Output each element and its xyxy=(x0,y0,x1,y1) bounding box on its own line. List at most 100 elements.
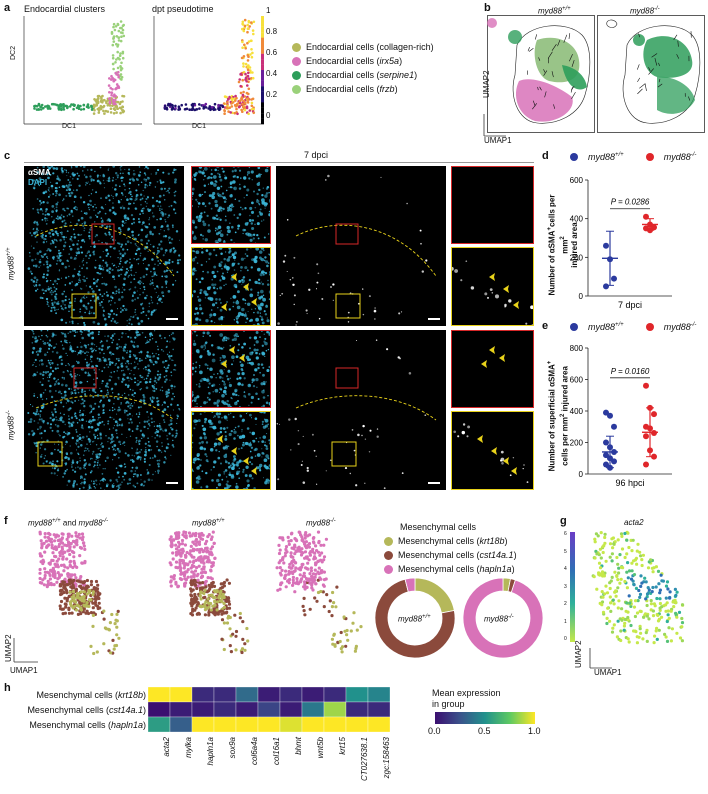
f-point xyxy=(117,636,121,640)
f-point xyxy=(94,579,99,584)
f-point xyxy=(302,571,306,575)
f-point xyxy=(80,532,85,536)
f-umap-combined xyxy=(38,530,121,656)
c-header-rule xyxy=(24,162,534,163)
f-point xyxy=(60,545,64,549)
g-point xyxy=(658,597,662,601)
f-point xyxy=(72,555,76,559)
f-point xyxy=(54,555,58,559)
f-point xyxy=(187,531,192,535)
f-point xyxy=(63,586,67,590)
a-point xyxy=(120,61,123,65)
panel-f-umaps xyxy=(13,530,363,663)
f-point xyxy=(46,579,50,583)
a-point xyxy=(240,96,244,99)
f-point xyxy=(186,568,190,572)
heatmap-cell xyxy=(213,716,237,733)
a-point xyxy=(250,21,253,24)
f-point xyxy=(197,564,201,568)
f-legend-title: Mesenchymal cells xyxy=(400,522,477,532)
f-point xyxy=(322,578,327,582)
f-point xyxy=(197,540,202,544)
f-point xyxy=(70,586,74,590)
f-point xyxy=(174,550,178,555)
g-point xyxy=(675,590,679,594)
f-point xyxy=(291,575,295,579)
f-point xyxy=(298,573,302,577)
c-roi-yellow xyxy=(71,293,97,319)
f-point xyxy=(320,569,324,573)
f-point xyxy=(78,554,82,558)
a-point xyxy=(110,74,113,78)
a-point xyxy=(111,88,114,91)
heatmap-cell xyxy=(235,716,259,733)
f-point xyxy=(222,601,226,606)
h-column-label: col16a1 xyxy=(272,737,281,766)
g-point xyxy=(663,632,667,636)
a-point xyxy=(198,103,201,106)
a-point xyxy=(73,103,76,107)
g-point xyxy=(595,552,599,556)
g-point xyxy=(617,566,621,570)
a-point xyxy=(213,102,217,106)
c-wt-sma-zoom-red xyxy=(451,166,534,244)
f-point xyxy=(291,583,295,587)
f-point xyxy=(82,594,86,599)
f-point xyxy=(82,590,86,594)
f-point xyxy=(332,632,336,636)
g-point xyxy=(604,584,608,588)
c-annotation-overlay xyxy=(217,435,257,475)
g-point xyxy=(634,630,638,634)
f-point xyxy=(55,580,59,584)
donut-slice xyxy=(374,578,456,659)
a-point xyxy=(116,22,120,26)
g-point xyxy=(623,579,627,584)
f-point xyxy=(312,557,316,561)
c-arrowhead xyxy=(499,354,505,362)
g-point xyxy=(647,617,651,621)
f-point xyxy=(91,606,95,610)
f-point xyxy=(305,585,309,589)
b-arrow xyxy=(539,86,542,91)
f-point xyxy=(92,587,96,591)
c-header: 7 dpci xyxy=(304,150,329,160)
a-point xyxy=(231,97,234,100)
f-point xyxy=(91,590,95,594)
a-point xyxy=(92,112,96,115)
f-point xyxy=(115,625,119,629)
f-point xyxy=(201,581,205,585)
g-point xyxy=(638,624,642,628)
f-point xyxy=(317,572,321,576)
f-point xyxy=(216,600,220,604)
g-point xyxy=(608,586,612,591)
heatmap-cell xyxy=(235,701,259,718)
heatmap-cell xyxy=(323,687,347,703)
a-point xyxy=(115,105,119,108)
f-point xyxy=(359,625,363,629)
f-point xyxy=(177,540,181,544)
f-point xyxy=(204,585,208,589)
a-point xyxy=(110,91,113,94)
f-point xyxy=(193,534,198,538)
f-point xyxy=(171,538,175,542)
a-point xyxy=(114,71,117,75)
f-point xyxy=(168,537,172,541)
a-point xyxy=(217,103,220,107)
f-point xyxy=(275,566,279,570)
g-point xyxy=(674,593,678,597)
c-arrowhead xyxy=(231,447,237,455)
a-point xyxy=(117,29,121,33)
f-point xyxy=(62,563,66,567)
g-point xyxy=(609,579,613,583)
f-point xyxy=(316,590,321,595)
data-point xyxy=(643,382,649,389)
a-point xyxy=(99,104,103,108)
g-point xyxy=(629,577,634,581)
a-point xyxy=(112,95,116,98)
g-point xyxy=(680,621,685,625)
f-point xyxy=(74,576,78,580)
a-colorbar-segment xyxy=(261,37,264,44)
f-point xyxy=(112,647,116,651)
b-arrow xyxy=(637,64,640,70)
f-point xyxy=(115,619,119,623)
